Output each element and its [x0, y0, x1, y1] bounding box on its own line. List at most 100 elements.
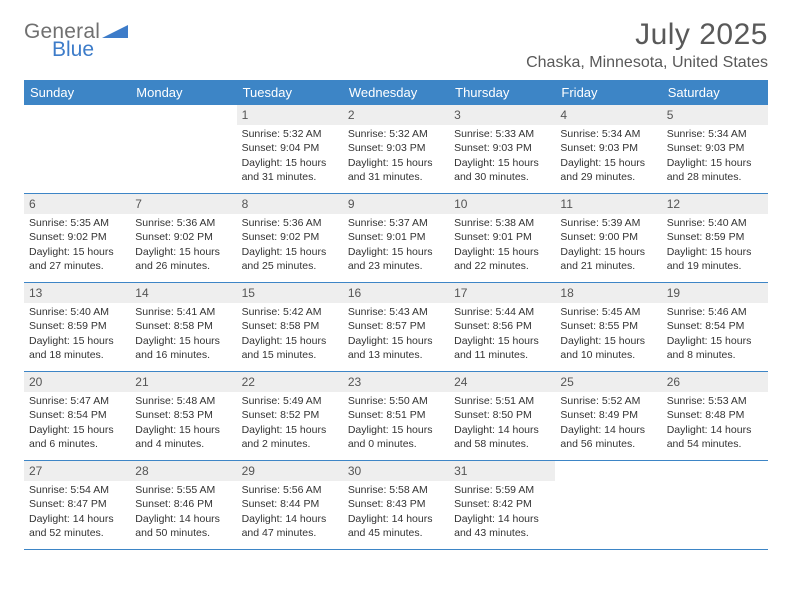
daylight-text: Daylight: 14 hours and 45 minutes.: [348, 512, 444, 540]
day-cell: 1Sunrise: 5:32 AMSunset: 9:04 PMDaylight…: [237, 105, 343, 193]
sunrise-text: Sunrise: 5:40 AM: [29, 305, 125, 319]
day-body: Sunrise: 5:50 AMSunset: 8:51 PMDaylight:…: [343, 392, 449, 455]
day-number: 1: [237, 105, 343, 125]
day-cell: 5Sunrise: 5:34 AMSunset: 9:03 PMDaylight…: [662, 105, 768, 193]
week-row: 1Sunrise: 5:32 AMSunset: 9:04 PMDaylight…: [24, 105, 768, 194]
header: General Blue July 2025 Chaska, Minnesota…: [24, 18, 768, 72]
sunset-text: Sunset: 9:02 PM: [29, 230, 125, 244]
day-cell: 30Sunrise: 5:58 AMSunset: 8:43 PMDayligh…: [343, 461, 449, 549]
sunset-text: Sunset: 8:55 PM: [560, 319, 656, 333]
sunrise-text: Sunrise: 5:37 AM: [348, 216, 444, 230]
daylight-text: Daylight: 15 hours and 29 minutes.: [560, 156, 656, 184]
day-number: 12: [662, 194, 768, 214]
calendar: Sunday Monday Tuesday Wednesday Thursday…: [24, 80, 768, 550]
daylight-text: Daylight: 15 hours and 8 minutes.: [667, 334, 763, 362]
sunrise-text: Sunrise: 5:55 AM: [135, 483, 231, 497]
sunset-text: Sunset: 9:03 PM: [560, 141, 656, 155]
day-cell: 31Sunrise: 5:59 AMSunset: 8:42 PMDayligh…: [449, 461, 555, 549]
day-cell: 10Sunrise: 5:38 AMSunset: 9:01 PMDayligh…: [449, 194, 555, 282]
day-cell: 24Sunrise: 5:51 AMSunset: 8:50 PMDayligh…: [449, 372, 555, 460]
daylight-text: Daylight: 15 hours and 21 minutes.: [560, 245, 656, 273]
sunrise-text: Sunrise: 5:43 AM: [348, 305, 444, 319]
daylight-text: Daylight: 14 hours and 50 minutes.: [135, 512, 231, 540]
day-number: 9: [343, 194, 449, 214]
week-row: 6Sunrise: 5:35 AMSunset: 9:02 PMDaylight…: [24, 194, 768, 283]
day-number: [130, 105, 236, 125]
daylight-text: Daylight: 15 hours and 16 minutes.: [135, 334, 231, 362]
day-cell: 17Sunrise: 5:44 AMSunset: 8:56 PMDayligh…: [449, 283, 555, 371]
daylight-text: Daylight: 14 hours and 58 minutes.: [454, 423, 550, 451]
sunset-text: Sunset: 8:46 PM: [135, 497, 231, 511]
day-header: Monday: [130, 81, 236, 105]
daylight-text: Daylight: 15 hours and 23 minutes.: [348, 245, 444, 273]
day-number: 21: [130, 372, 236, 392]
sunset-text: Sunset: 8:54 PM: [29, 408, 125, 422]
sunset-text: Sunset: 8:44 PM: [242, 497, 338, 511]
day-cell: 12Sunrise: 5:40 AMSunset: 8:59 PMDayligh…: [662, 194, 768, 282]
day-cell: 21Sunrise: 5:48 AMSunset: 8:53 PMDayligh…: [130, 372, 236, 460]
day-number: 27: [24, 461, 130, 481]
month-title: July 2025: [526, 18, 768, 52]
day-cell: 16Sunrise: 5:43 AMSunset: 8:57 PMDayligh…: [343, 283, 449, 371]
weeks-container: 1Sunrise: 5:32 AMSunset: 9:04 PMDaylight…: [24, 105, 768, 550]
sunrise-text: Sunrise: 5:32 AM: [242, 127, 338, 141]
day-body: Sunrise: 5:54 AMSunset: 8:47 PMDaylight:…: [24, 481, 130, 544]
day-number: 2: [343, 105, 449, 125]
day-body: Sunrise: 5:41 AMSunset: 8:58 PMDaylight:…: [130, 303, 236, 366]
day-body: Sunrise: 5:51 AMSunset: 8:50 PMDaylight:…: [449, 392, 555, 455]
sunset-text: Sunset: 9:02 PM: [242, 230, 338, 244]
day-body: Sunrise: 5:40 AMSunset: 8:59 PMDaylight:…: [24, 303, 130, 366]
page: General Blue July 2025 Chaska, Minnesota…: [0, 0, 792, 550]
day-body: Sunrise: 5:34 AMSunset: 9:03 PMDaylight:…: [662, 125, 768, 188]
day-body: Sunrise: 5:32 AMSunset: 9:03 PMDaylight:…: [343, 125, 449, 188]
day-cell: 2Sunrise: 5:32 AMSunset: 9:03 PMDaylight…: [343, 105, 449, 193]
day-body: Sunrise: 5:35 AMSunset: 9:02 PMDaylight:…: [24, 214, 130, 277]
day-cell: 4Sunrise: 5:34 AMSunset: 9:03 PMDaylight…: [555, 105, 661, 193]
day-number: 23: [343, 372, 449, 392]
sunrise-text: Sunrise: 5:48 AM: [135, 394, 231, 408]
sunrise-text: Sunrise: 5:46 AM: [667, 305, 763, 319]
day-number: 31: [449, 461, 555, 481]
daylight-text: Daylight: 15 hours and 26 minutes.: [135, 245, 231, 273]
day-cell: 19Sunrise: 5:46 AMSunset: 8:54 PMDayligh…: [662, 283, 768, 371]
day-cell: 22Sunrise: 5:49 AMSunset: 8:52 PMDayligh…: [237, 372, 343, 460]
day-number: 10: [449, 194, 555, 214]
week-row: 20Sunrise: 5:47 AMSunset: 8:54 PMDayligh…: [24, 372, 768, 461]
sunset-text: Sunset: 8:48 PM: [667, 408, 763, 422]
daylight-text: Daylight: 15 hours and 0 minutes.: [348, 423, 444, 451]
day-cell: 26Sunrise: 5:53 AMSunset: 8:48 PMDayligh…: [662, 372, 768, 460]
day-cell: 11Sunrise: 5:39 AMSunset: 9:00 PMDayligh…: [555, 194, 661, 282]
day-number: 7: [130, 194, 236, 214]
sunrise-text: Sunrise: 5:41 AM: [135, 305, 231, 319]
day-body: Sunrise: 5:38 AMSunset: 9:01 PMDaylight:…: [449, 214, 555, 277]
day-cell: 9Sunrise: 5:37 AMSunset: 9:01 PMDaylight…: [343, 194, 449, 282]
day-header: Wednesday: [343, 81, 449, 105]
daylight-text: Daylight: 15 hours and 10 minutes.: [560, 334, 656, 362]
day-body: Sunrise: 5:46 AMSunset: 8:54 PMDaylight:…: [662, 303, 768, 366]
day-cell: 23Sunrise: 5:50 AMSunset: 8:51 PMDayligh…: [343, 372, 449, 460]
day-number: 19: [662, 283, 768, 303]
sunrise-text: Sunrise: 5:44 AM: [454, 305, 550, 319]
daylight-text: Daylight: 15 hours and 11 minutes.: [454, 334, 550, 362]
day-body: Sunrise: 5:56 AMSunset: 8:44 PMDaylight:…: [237, 481, 343, 544]
brand-word-2: Blue: [52, 38, 94, 62]
daylight-text: Daylight: 15 hours and 27 minutes.: [29, 245, 125, 273]
day-number: 5: [662, 105, 768, 125]
sunrise-text: Sunrise: 5:40 AM: [667, 216, 763, 230]
day-body: [555, 481, 661, 487]
day-header: Saturday: [662, 81, 768, 105]
day-number: 8: [237, 194, 343, 214]
sunset-text: Sunset: 8:42 PM: [454, 497, 550, 511]
day-body: Sunrise: 5:37 AMSunset: 9:01 PMDaylight:…: [343, 214, 449, 277]
day-cell: 27Sunrise: 5:54 AMSunset: 8:47 PMDayligh…: [24, 461, 130, 549]
day-cell: 13Sunrise: 5:40 AMSunset: 8:59 PMDayligh…: [24, 283, 130, 371]
sunrise-text: Sunrise: 5:50 AM: [348, 394, 444, 408]
sunrise-text: Sunrise: 5:36 AM: [242, 216, 338, 230]
sunset-text: Sunset: 8:49 PM: [560, 408, 656, 422]
day-number: [555, 461, 661, 481]
day-cell: 28Sunrise: 5:55 AMSunset: 8:46 PMDayligh…: [130, 461, 236, 549]
sunrise-text: Sunrise: 5:52 AM: [560, 394, 656, 408]
day-number: 4: [555, 105, 661, 125]
day-cell: 8Sunrise: 5:36 AMSunset: 9:02 PMDaylight…: [237, 194, 343, 282]
day-number: [662, 461, 768, 481]
